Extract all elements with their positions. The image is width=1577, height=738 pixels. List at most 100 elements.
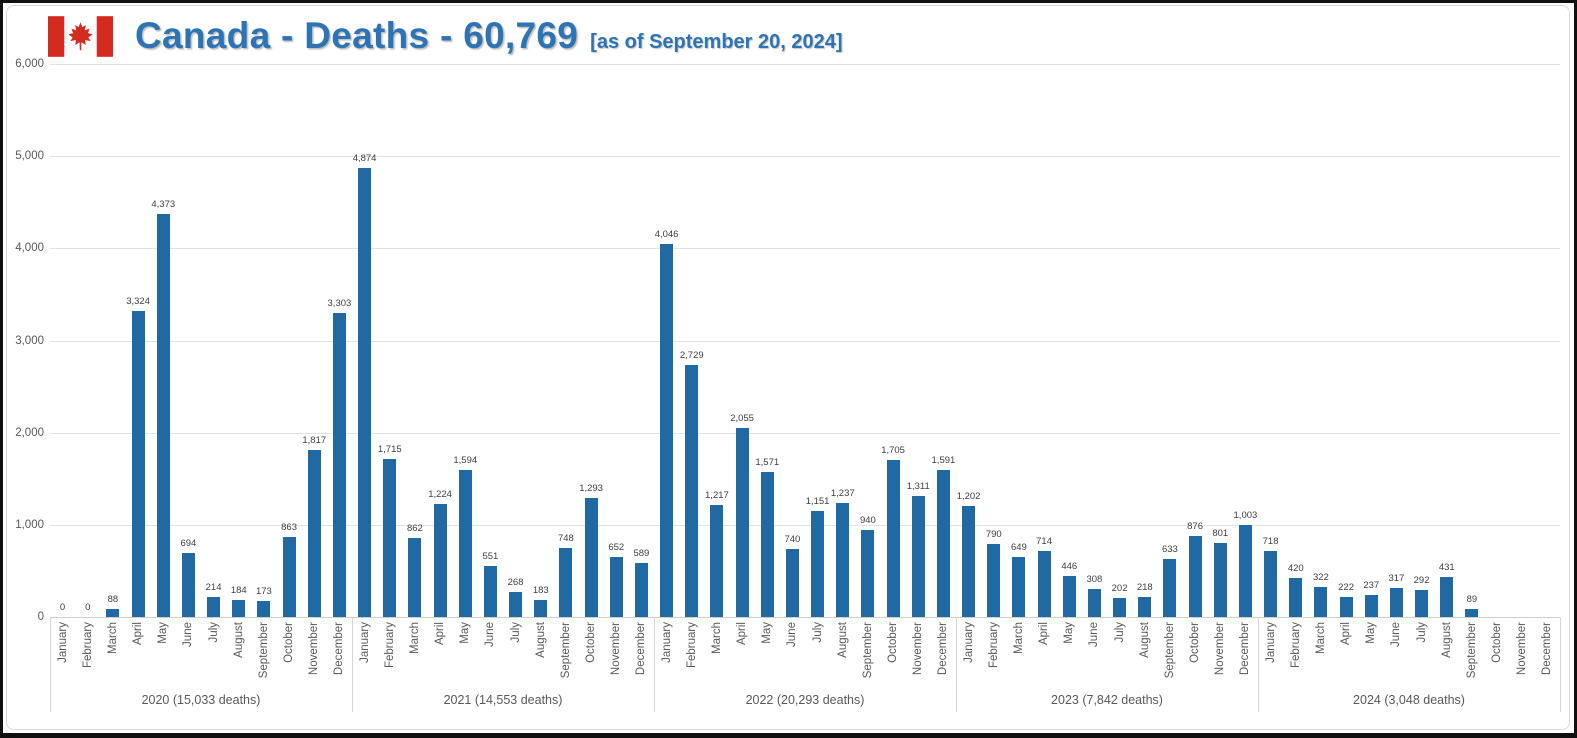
bar[interactable]	[1415, 590, 1429, 617]
bar-value-label: 1,293	[579, 482, 603, 494]
bar[interactable]	[1213, 543, 1227, 617]
bar[interactable]	[131, 310, 145, 617]
bar[interactable]	[1188, 536, 1202, 617]
month-axis-label: August	[1138, 622, 1151, 658]
bar[interactable]	[307, 449, 321, 617]
bar-value-label: 431	[1438, 562, 1455, 574]
bar[interactable]	[383, 458, 397, 617]
bar[interactable]	[207, 597, 221, 617]
bar-value-label: 1,817	[302, 434, 327, 446]
bar-value-label: 1,715	[377, 443, 402, 455]
bar[interactable]	[584, 497, 598, 617]
bar[interactable]	[1289, 578, 1303, 617]
bar-value-label: 1,237	[830, 487, 855, 499]
bar[interactable]	[1037, 551, 1051, 617]
month-axis-label: October	[1189, 622, 1202, 663]
bar[interactable]	[1465, 608, 1479, 617]
bar-value-label: 801	[1212, 528, 1229, 540]
bar[interactable]	[534, 600, 548, 617]
bar[interactable]	[1012, 557, 1026, 617]
bar[interactable]	[358, 167, 372, 617]
bar-value-label: 790	[985, 529, 1002, 541]
bar[interactable]	[509, 592, 523, 617]
bar-value-label: 420	[1287, 563, 1304, 575]
bar[interactable]	[408, 537, 422, 617]
bar-value-label: 3,324	[126, 295, 150, 307]
bar[interactable]	[232, 600, 246, 617]
bar[interactable]	[785, 548, 799, 617]
bar[interactable]	[1264, 550, 1278, 617]
year-group-separator	[654, 617, 655, 712]
bar[interactable]	[1314, 587, 1328, 617]
bar[interactable]	[181, 553, 195, 617]
month-axis-label: May	[1063, 622, 1076, 644]
month-axis-label: May	[761, 622, 774, 644]
bar[interactable]	[257, 601, 271, 617]
bar[interactable]	[609, 556, 623, 617]
bar[interactable]	[836, 502, 850, 617]
bar-value-label: 88	[107, 593, 119, 605]
bar[interactable]	[760, 472, 774, 617]
bar-value-label: 4,874	[352, 152, 377, 164]
month-axis-label: April	[1038, 622, 1051, 646]
bar[interactable]	[282, 537, 296, 617]
year-caption: 2020 (15,033 deaths)	[141, 693, 261, 707]
bar-value-label: 317	[1388, 572, 1405, 584]
bar[interactable]	[861, 530, 875, 617]
y-axis-tick-label: 4,000	[15, 242, 44, 255]
bar[interactable]	[911, 496, 925, 617]
month-axis-label: September	[559, 622, 572, 679]
bar[interactable]	[1389, 587, 1403, 617]
bar[interactable]	[962, 506, 976, 617]
year-caption: 2024 (3,048 deaths)	[1353, 693, 1465, 707]
bar[interactable]	[483, 566, 497, 617]
bar[interactable]	[106, 608, 120, 617]
bar-value-label: 940	[859, 515, 876, 527]
gridline	[50, 64, 1560, 65]
month-axis-label: July	[811, 622, 824, 643]
bar-value-label: 1,202	[956, 491, 981, 503]
bar[interactable]	[1364, 595, 1378, 617]
bar[interactable]	[433, 504, 447, 617]
bar[interactable]	[710, 504, 724, 617]
bar[interactable]	[1440, 577, 1454, 617]
bar[interactable]	[1062, 575, 1076, 617]
bar[interactable]	[156, 213, 170, 617]
bar-value-label: 1,003	[1233, 509, 1258, 521]
bar[interactable]	[685, 365, 699, 617]
month-axis-label: June	[786, 622, 799, 647]
month-axis-label: February	[383, 622, 396, 669]
bar-value-label: 649	[1010, 542, 1027, 554]
bar[interactable]	[559, 548, 573, 617]
month-axis-label: May	[157, 622, 170, 644]
bar-value-label: 222	[1338, 581, 1354, 593]
bar-value-label: 446	[1061, 560, 1078, 572]
bar[interactable]	[660, 244, 674, 617]
page-title: Canada - Deaths - 60,769	[135, 15, 579, 56]
month-axis-label: October	[887, 622, 900, 663]
bar[interactable]	[987, 544, 1001, 617]
y-axis-tick-label: 0	[37, 611, 44, 623]
month-axis-label: November	[1516, 622, 1529, 676]
bar[interactable]	[735, 427, 749, 617]
bar[interactable]	[886, 459, 900, 617]
bar[interactable]	[1113, 598, 1127, 617]
y-axis-tick-label: 3,000	[15, 334, 44, 347]
month-axis-label: August	[232, 622, 245, 658]
y-axis-tick-label: 5,000	[15, 150, 44, 163]
month-axis-label: September	[1465, 622, 1478, 679]
bar-value-label: 268	[507, 577, 524, 589]
bar[interactable]	[458, 470, 472, 617]
bar[interactable]	[1339, 596, 1353, 617]
bar[interactable]	[1087, 588, 1101, 617]
bar[interactable]	[1138, 596, 1152, 617]
bar[interactable]	[634, 562, 648, 617]
bar[interactable]	[1238, 524, 1252, 617]
bar[interactable]	[811, 510, 825, 617]
month-axis-label: June	[182, 622, 195, 647]
bar[interactable]	[332, 312, 346, 617]
bar[interactable]	[1163, 558, 1177, 617]
bar[interactable]	[936, 470, 950, 617]
canada-flag-icon	[48, 15, 113, 57]
